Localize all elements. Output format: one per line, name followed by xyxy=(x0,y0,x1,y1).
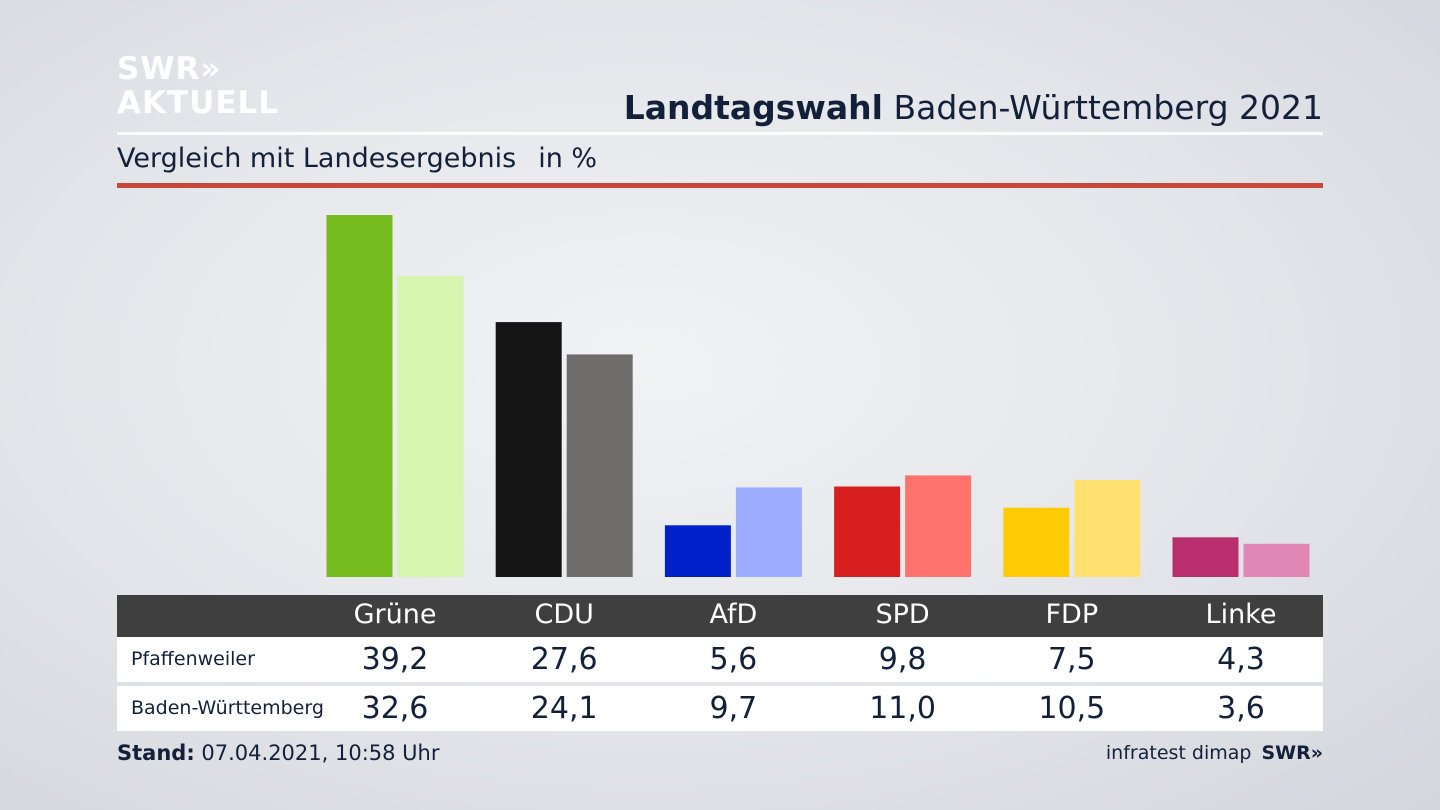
source-text: infratest dimap xyxy=(1105,742,1252,764)
title-bold: Landtagswahl xyxy=(623,88,883,127)
bar-spd-baden-w-rttemberg xyxy=(905,475,972,577)
subtitle-text: Vergleich mit Landesergebnis xyxy=(117,143,517,174)
value-cdu: 24,1 xyxy=(530,691,598,726)
results-table: Grüne CDU AfD SPD FDP Linke Pfaffenweiler 39,… xyxy=(117,595,1323,731)
title-divider xyxy=(117,132,1323,135)
bar-fdp-baden-w-rttemberg xyxy=(1074,480,1141,577)
chart-subtitle: Vergleich mit Landesergebnis in % xyxy=(117,143,597,174)
accent-divider xyxy=(117,183,1323,188)
swr-brand-logo: SWR» xyxy=(1261,742,1323,764)
bar-afd-pfaffenweiler xyxy=(664,525,731,577)
value-linke: 3,6 xyxy=(1217,691,1265,726)
bar-afd-baden-w-rttemberg xyxy=(735,487,802,577)
column-header-afd: AfD xyxy=(709,599,758,630)
stand-value: 07.04.2021, 10:58 Uhr xyxy=(194,741,440,765)
value-linke: 4,3 xyxy=(1217,642,1265,677)
row-label: Baden-Württemberg xyxy=(131,697,324,719)
column-header-fdp: FDP xyxy=(1045,599,1099,630)
bar-fdp-pfaffenweiler xyxy=(1003,507,1070,577)
source-credit: infratest dimap SWR» xyxy=(1106,742,1323,764)
column-header-gr-ne: Grüne xyxy=(353,599,437,630)
table-row-series-1: Pfaffenweiler 39,2 27,6 5,6 9,8 7,5 4,3 xyxy=(117,637,1323,682)
bar-linke-pfaffenweiler xyxy=(1172,537,1239,577)
value-gr-ne: 32,6 xyxy=(361,691,429,726)
row-label: Pfaffenweiler xyxy=(131,648,255,670)
table-header: Grüne CDU AfD SPD FDP Linke xyxy=(117,595,1323,637)
logo-line-1: SWR» xyxy=(117,51,222,87)
bar-gr-ne-pfaffenweiler xyxy=(326,215,393,577)
value-afd: 5,6 xyxy=(709,642,758,677)
timestamp: Stand: 07.04.2021, 10:58 Uhr xyxy=(117,741,440,765)
title-rest: Baden-Württemberg 2021 xyxy=(882,88,1323,127)
bar-cdu-baden-w-rttemberg xyxy=(566,354,633,577)
swr-aktuell-logo: SWR» AKTUELL xyxy=(117,54,279,119)
value-afd: 9,7 xyxy=(709,691,758,726)
stand-label: Stand: xyxy=(117,741,195,765)
bar-gr-ne-baden-w-rttemberg xyxy=(397,275,464,577)
value-spd: 11,0 xyxy=(869,691,936,726)
bar-cdu-pfaffenweiler xyxy=(495,322,562,577)
logo-line-2: AKTUELL xyxy=(117,85,280,121)
value-fdp: 10,5 xyxy=(1038,691,1106,726)
subtitle-unit: in % xyxy=(538,143,598,174)
column-header-cdu: CDU xyxy=(534,599,594,630)
value-fdp: 7,5 xyxy=(1047,642,1096,677)
column-header-spd: SPD xyxy=(875,599,930,630)
table-row-series-2: Baden-Württemberg 32,6 24,1 9,7 11,0 10,5 3,6 xyxy=(117,686,1323,731)
column-header-linke: Linke xyxy=(1205,599,1277,630)
value-cdu: 27,6 xyxy=(530,642,598,677)
bar-chart xyxy=(326,215,1310,577)
bar-spd-pfaffenweiler xyxy=(834,486,901,577)
bar-linke-baden-w-rttemberg xyxy=(1243,543,1310,577)
value-gr-ne: 39,2 xyxy=(361,642,429,677)
value-spd: 9,8 xyxy=(878,642,927,677)
page-title: Landtagswahl Baden-Württemberg 2021 xyxy=(624,88,1323,127)
